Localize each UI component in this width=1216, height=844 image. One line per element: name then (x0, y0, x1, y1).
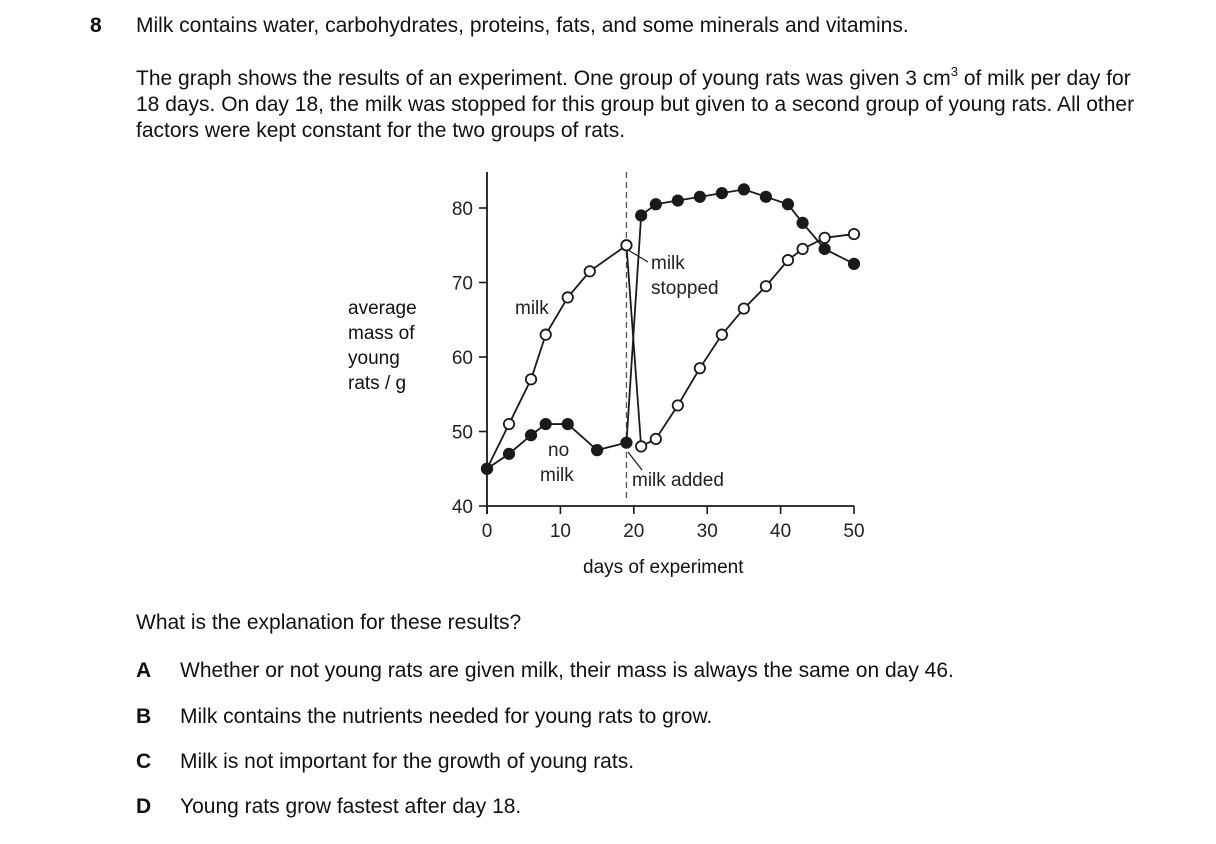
data-point-open (847, 227, 861, 241)
x-tick-label: 20 (623, 521, 644, 542)
option-text: Young rats grow fastest after day 18. (180, 795, 522, 818)
chart-axes: 40 50 60 70 80 0 10 20 30 40 50 (452, 172, 865, 542)
y-tick-label: 50 (452, 423, 473, 444)
y-axis-label: average mass of young rats / g (348, 298, 417, 394)
data-point-filled (561, 417, 574, 431)
option-c[interactable]: C Milk is not important for the growth of… (136, 750, 634, 774)
option-b[interactable]: B Milk contains the nutrients needed for … (136, 705, 712, 729)
data-point-filled (539, 417, 552, 431)
question-number: 8 (90, 14, 102, 37)
annotation-pointer (627, 451, 643, 471)
x-tick-label: 10 (550, 521, 571, 542)
x-tick-label: 40 (770, 521, 791, 542)
x-axis-label: days of experiment (583, 557, 744, 578)
chart-series (480, 183, 861, 475)
annotation-no-milk: no (548, 440, 569, 461)
data-point-open (524, 373, 538, 386)
x-tick-label: 30 (697, 521, 718, 542)
data-point-open (715, 328, 728, 341)
annotation-milk-added: milk added (632, 470, 724, 491)
x-tick-label: 0 (482, 521, 493, 542)
y-tick-label: 80 (452, 199, 473, 220)
data-point-filled (671, 194, 684, 207)
context-text-start: The graph shows the results of an experi… (136, 67, 951, 90)
option-letter: D (136, 795, 152, 818)
data-point-filled (480, 462, 494, 475)
data-point-open (620, 239, 633, 252)
data-point-open (583, 265, 596, 278)
option-letter: B (136, 705, 152, 728)
data-point-filled (715, 187, 728, 200)
data-point-filled (796, 216, 809, 229)
data-point-filled (693, 190, 706, 203)
y-tick-label: 40 (452, 497, 473, 518)
data-point-filled (502, 447, 516, 460)
data-point-open (649, 432, 662, 446)
data-point-open (502, 417, 516, 431)
annotation-milk: milk (515, 298, 549, 319)
option-d[interactable]: D Young rats grow fastest after day 18. (136, 795, 521, 819)
y-tick-label: 70 (452, 274, 473, 295)
y-tick-label: 60 (452, 348, 473, 369)
data-point-filled (649, 198, 662, 211)
data-point-open (781, 254, 795, 267)
x-tick-label: 50 (843, 521, 864, 542)
data-point-open (796, 242, 809, 256)
data-point-filled (590, 444, 604, 457)
context-text-end: of milk per day for 18 days. On day 18, … (136, 67, 1135, 142)
data-point-filled (818, 242, 831, 256)
data-point-filled (524, 429, 538, 442)
data-point-open (737, 302, 751, 315)
option-letter: A (136, 659, 152, 682)
data-point-filled (781, 198, 795, 211)
annotation-no-milk: milk (540, 465, 574, 486)
data-point-open (561, 291, 574, 304)
data-point-open (635, 440, 648, 453)
chart-annotations: milk no milk milk stopped milk added (515, 249, 724, 491)
option-text: Milk is not important for the growth of … (180, 750, 635, 773)
data-point-filled (620, 436, 633, 449)
volume-superscript: 3 (950, 64, 958, 79)
data-point-open (693, 362, 706, 375)
option-a[interactable]: A Whether or not young rats are given mil… (136, 659, 954, 683)
data-point-open (818, 231, 831, 244)
annotation-pointer (627, 249, 649, 263)
question-prompt: What is the explanation for these result… (136, 611, 522, 634)
option-letter: C (136, 750, 152, 773)
data-point-open (759, 280, 773, 293)
option-text: Whether or not young rats are given milk… (180, 659, 954, 682)
annotation-milk-stopped: milk (651, 253, 685, 274)
data-point-open (539, 328, 552, 341)
question-context: The graph shows the results of an experi… (136, 64, 1136, 144)
data-point-filled (737, 183, 751, 196)
question-intro: Milk contains water, carbohydrates, prot… (136, 14, 909, 37)
data-point-filled (759, 190, 773, 203)
data-point-filled (635, 209, 648, 222)
data-point-filled (847, 257, 861, 270)
annotation-milk-stopped: stopped (651, 278, 719, 299)
option-text: Milk contains the nutrients needed for y… (180, 705, 713, 728)
data-point-open (671, 399, 684, 412)
